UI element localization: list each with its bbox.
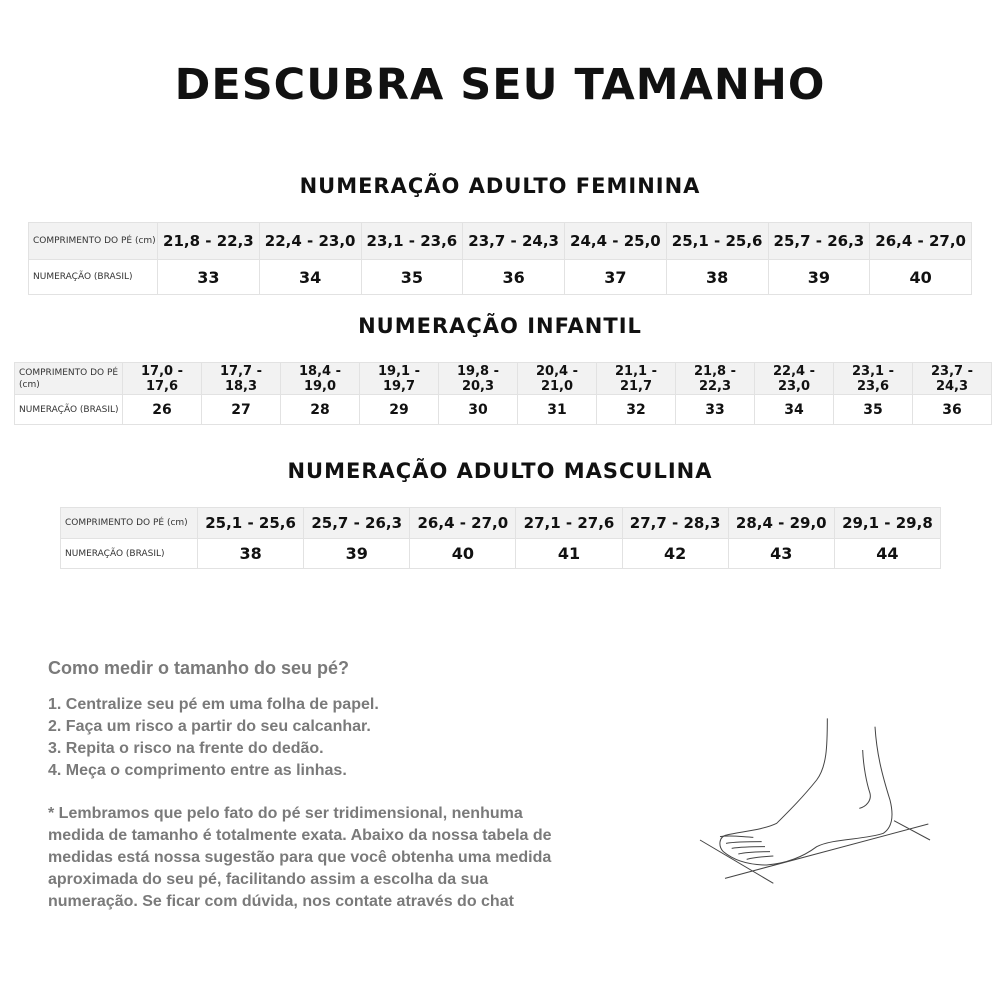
length-cell: 25,1 - 25,6 <box>665 222 769 260</box>
length-cell: 24,4 - 25,0 <box>564 222 667 260</box>
row-label-size: NUMERAÇÃO (BRASIL) <box>14 394 123 425</box>
note-line: * Lembramos que pelo fato do pé ser trid… <box>48 805 523 822</box>
size-cell: 44 <box>833 538 942 569</box>
row-label-size: NUMERAÇÃO (BRASIL) <box>28 259 158 295</box>
step: 4. Meça o comprimento entre as linhas. <box>48 762 347 779</box>
length-cell: 21,1 - 21,7 <box>596 362 676 395</box>
step: 3. Repita o risco na frente do dedão. <box>48 740 324 757</box>
how-to-heading: Como medir o tamanho do seu pé? <box>48 658 350 678</box>
row-label-length: COMPRIMENTO DO PÉ (cm) <box>28 222 158 260</box>
length-cell: 23,7 - 24,3 <box>912 362 992 395</box>
disclaimer-note: * Lembramos que pelo fato do pé ser trid… <box>48 803 552 913</box>
size-cell: 35 <box>833 394 913 425</box>
size-cell: 26 <box>122 394 202 425</box>
size-cell: 32 <box>596 394 676 425</box>
row-label-length: COMPRIMENTO DO PÉ (cm) <box>60 507 198 539</box>
length-cell: 21,8 - 22,3 <box>157 222 260 260</box>
page-title: DESCUBRA SEU TAMANHO <box>174 60 826 110</box>
length-cell: 17,7 - 18,3 <box>201 362 281 395</box>
length-cell: 23,7 - 24,3 <box>462 222 565 260</box>
size-cell: 37 <box>564 259 667 295</box>
note-line: numeração. Se ficar com dúvida, nos cont… <box>48 893 514 910</box>
how-to-steps: 1. Centralize seu pé em uma folha de pap… <box>48 694 379 782</box>
size-cell: 39 <box>767 259 871 295</box>
foot-measuring-illustration <box>699 718 931 884</box>
size-cell: 38 <box>665 259 769 295</box>
length-cell: 21,8 - 22,3 <box>675 362 755 395</box>
length-cell: 23,1 - 23,6 <box>360 222 464 260</box>
row-label-size: NUMERAÇÃO (BRASIL) <box>60 538 198 569</box>
size-cell: 42 <box>621 538 729 569</box>
length-cell: 20,4 - 21,0 <box>517 362 597 395</box>
length-cell: 29,1 - 29,8 <box>833 507 942 539</box>
length-cell: 22,4 - 23,0 <box>258 222 362 260</box>
length-cell: 27,1 - 27,6 <box>515 507 623 539</box>
size-cell: 33 <box>675 394 755 425</box>
note-line: aproximada do seu pé, facilitando assim … <box>48 871 489 888</box>
size-cell: 28 <box>280 394 360 425</box>
size-cell: 43 <box>727 538 835 569</box>
size-cell: 31 <box>517 394 597 425</box>
heading-masculina: NUMERAÇÃO ADULTO MASCULINA <box>287 459 713 483</box>
size-cell: 30 <box>438 394 518 425</box>
length-cell: 26,4 - 27,0 <box>869 222 972 260</box>
note-line: medidas está nossa sugestão para que voc… <box>48 849 552 866</box>
size-cell: 34 <box>258 259 362 295</box>
size-cell: 34 <box>754 394 834 425</box>
size-cell: 38 <box>196 538 305 569</box>
length-cell: 22,4 - 23,0 <box>754 362 834 395</box>
length-cell: 27,7 - 28,3 <box>621 507 729 539</box>
size-cell: 27 <box>201 394 281 425</box>
length-cell: 23,1 - 23,6 <box>833 362 913 395</box>
row-label-length: COMPRIMENTO DO PÉ (cm) <box>14 362 123 395</box>
size-table-infantil: COMPRIMENTO DO PÉ (cm) 17,0 - 17,6 17,7 - … <box>14 362 992 425</box>
size-cell: 36 <box>912 394 992 425</box>
length-cell: 19,8 - 20,3 <box>438 362 518 395</box>
size-cell: 40 <box>409 538 517 569</box>
heading-feminina: NUMERAÇÃO ADULTO FEMININA <box>299 174 701 198</box>
length-cell: 25,1 - 25,6 <box>196 507 305 539</box>
note-line: medida de tamanho é totalmente exata. Ab… <box>48 827 552 844</box>
length-cell: 25,7 - 26,3 <box>767 222 871 260</box>
length-cell: 17,0 - 17,6 <box>122 362 202 395</box>
step: 1. Centralize seu pé em uma folha de pap… <box>48 696 379 713</box>
size-cell: 36 <box>462 259 565 295</box>
length-cell: 25,7 - 26,3 <box>303 507 411 539</box>
length-cell: 28,4 - 29,0 <box>727 507 835 539</box>
length-cell: 26,4 - 27,0 <box>409 507 517 539</box>
size-table-feminina: COMPRIMENTO DO PÉ (cm) 21,8 - 22,3 22,4 - … <box>28 222 972 295</box>
size-cell: 41 <box>515 538 623 569</box>
size-cell: 35 <box>360 259 464 295</box>
size-cell: 29 <box>359 394 439 425</box>
step: 2. Faça um risco a partir do seu calcanh… <box>48 718 371 735</box>
length-cell: 18,4 - 19,0 <box>280 362 360 395</box>
size-cell: 33 <box>157 259 260 295</box>
size-cell: 39 <box>303 538 411 569</box>
size-table-masculina: COMPRIMENTO DO PÉ (cm) 25,1 - 25,6 25,7 - … <box>60 507 942 569</box>
heading-infantil: NUMERAÇÃO INFANTIL <box>358 314 642 338</box>
length-cell: 19,1 - 19,7 <box>359 362 439 395</box>
size-cell: 40 <box>869 259 972 295</box>
